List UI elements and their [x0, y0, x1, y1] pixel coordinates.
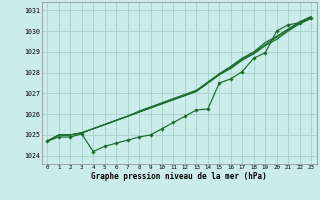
X-axis label: Graphe pression niveau de la mer (hPa): Graphe pression niveau de la mer (hPa): [91, 172, 267, 181]
